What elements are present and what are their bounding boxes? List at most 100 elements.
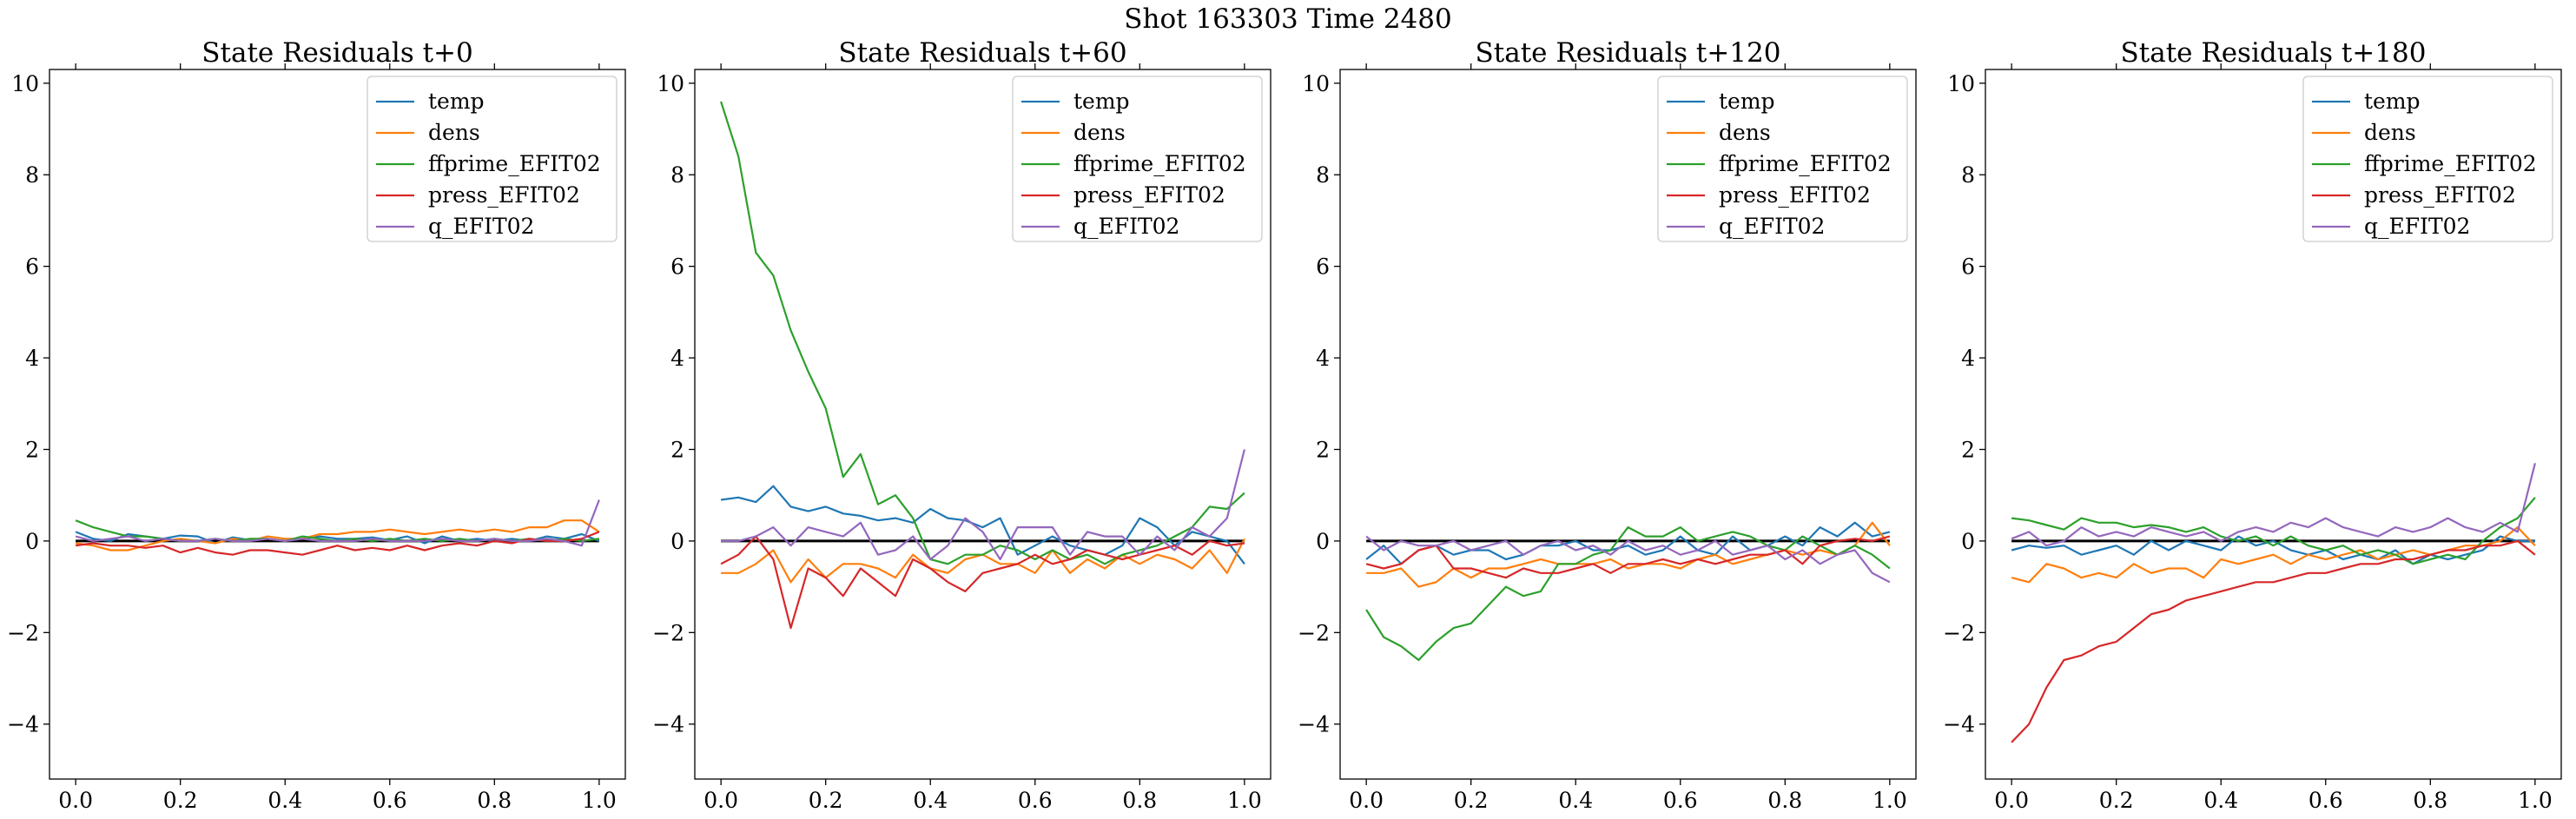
legend-box	[1657, 76, 1908, 242]
y-tick-label: 4	[1961, 346, 1975, 371]
series-line-q_EFIT02	[1365, 535, 1891, 584]
x-tick-label: 1.0	[1227, 788, 1262, 813]
legend-label: temp	[2364, 89, 2421, 114]
y-tick-label: 0	[1316, 529, 1330, 554]
series-line-temp	[1365, 521, 1891, 565]
legend-label: ffprime_EFIT02	[1719, 151, 1892, 176]
chart-panel-1: State Residuals t+60 0.0 0.2 0.4 0.6 0.8 1.0 −4…	[652, 37, 1271, 813]
series-line-temp	[2011, 535, 2535, 565]
legend-box	[1012, 76, 1263, 242]
y-tick-label: 8	[1316, 162, 1330, 188]
y-tick-label: 6	[1316, 254, 1330, 280]
series-line-press_EFIT02	[2011, 539, 2536, 743]
x-tick-label: 0.2	[2099, 788, 2134, 813]
y-tick-label: 6	[1961, 254, 1975, 280]
x-tick-label: 0.8	[2413, 788, 2447, 813]
x-tick-label: 0.0	[1994, 788, 2029, 813]
x-tick-label: 0.6	[2308, 788, 2343, 813]
y-tick-label: 4	[1316, 346, 1330, 371]
plot-frame	[1985, 69, 2562, 780]
y-tick-label: −4	[652, 712, 684, 737]
series-line-dens	[721, 538, 1245, 584]
legend-label: press_EFIT02	[428, 182, 580, 208]
y-tick-label: −4	[7, 712, 39, 737]
series-line-temp	[720, 485, 1245, 565]
y-tick-label: 2	[25, 437, 39, 462]
plot-frame	[694, 69, 1271, 780]
legend-label: dens	[1719, 120, 1771, 145]
figure-suptitle: Shot 163303 Time 2480	[1124, 3, 1451, 35]
legend-label: press_EFIT02	[1719, 182, 1871, 208]
y-tick-label: 10	[1302, 71, 1330, 96]
y-tick-label: −2	[7, 620, 39, 645]
chart-title: State Residuals t+60	[838, 37, 1126, 69]
y-tick-label: 0	[670, 529, 684, 554]
x-tick-label: 1.0	[1873, 788, 1907, 813]
legend-box	[367, 76, 618, 242]
panels: State Residuals t+0 0.0 0.2 0.4 0.6 0.8 1.0 −4 −…	[7, 37, 2562, 813]
legend-label: temp	[428, 89, 485, 114]
y-tick-label: 4	[25, 346, 39, 371]
y-tick-label: 2	[1316, 437, 1330, 462]
y-tick-label: 2	[670, 437, 684, 462]
legend-label: temp	[1719, 89, 1775, 114]
legend-label: ffprime_EFIT02	[2364, 151, 2537, 176]
x-tick-label: 0.8	[477, 788, 512, 813]
chart-title: State Residuals t+120	[1476, 37, 1781, 69]
y-tick-label: 8	[670, 162, 684, 188]
series-line-q_EFIT02	[2011, 463, 2536, 547]
y-tick-label: −4	[1298, 712, 1330, 737]
legend-label: press_EFIT02	[2364, 182, 2516, 208]
y-tick-label: −2	[1298, 620, 1330, 645]
x-tick-label: 0.4	[2203, 788, 2238, 813]
series-line-q_EFIT02	[721, 449, 1245, 561]
chart-title: State Residuals t+180	[2121, 37, 2427, 69]
x-tick-label: 0.8	[1767, 788, 1802, 813]
series-line-q_EFIT02	[75, 499, 600, 547]
legend-label: q_EFIT02	[2364, 214, 2470, 239]
x-tick-label: 0.8	[1122, 788, 1157, 813]
x-tick-label: 0.6	[1018, 788, 1053, 813]
x-tick-label: 0.2	[163, 788, 198, 813]
series-line-press_EFIT02	[720, 535, 1245, 630]
x-tick-label: 0.0	[58, 788, 93, 813]
legend-label: q_EFIT02	[1073, 214, 1179, 239]
y-tick-label: 0	[1961, 529, 1975, 554]
y-tick-label: −4	[1943, 712, 1975, 737]
x-tick-label: 0.2	[1454, 788, 1489, 813]
y-tick-label: 10	[1947, 71, 1975, 96]
chart-panel-0: State Residuals t+0 0.0 0.2 0.4 0.6 0.8 1.0 −4 −…	[7, 37, 626, 813]
y-tick-label: 8	[25, 162, 39, 188]
series-line-dens	[2011, 525, 2536, 584]
y-tick-label: 6	[25, 254, 39, 280]
plot-frame	[49, 69, 626, 780]
x-tick-label: 0.4	[268, 788, 302, 813]
x-tick-label: 0.4	[1558, 788, 1593, 813]
x-tick-label: 1.0	[582, 788, 617, 813]
series-line-ffprime_EFIT02	[2011, 497, 2536, 565]
y-tick-label: 4	[670, 346, 684, 371]
series-line-dens	[75, 519, 600, 552]
legend-label: press_EFIT02	[1073, 182, 1225, 208]
y-tick-label: 0	[25, 529, 39, 554]
y-tick-label: −2	[652, 620, 684, 645]
x-tick-label: 0.4	[913, 788, 948, 813]
y-tick-label: 6	[670, 254, 684, 280]
series-line-ffprime_EFIT02	[1365, 525, 1891, 662]
series-line-ffprime_EFIT02	[720, 101, 1245, 565]
legend-label: q_EFIT02	[428, 214, 534, 239]
legend-label: dens	[1073, 120, 1126, 145]
x-tick-label: 0.2	[809, 788, 843, 813]
y-tick-label: 2	[1961, 437, 1975, 462]
plot-frame	[1339, 69, 1917, 780]
legend-label: q_EFIT02	[1719, 214, 1825, 239]
y-tick-label: 10	[11, 71, 39, 96]
series-line-press_EFIT02	[1365, 535, 1891, 579]
y-tick-label: 8	[1961, 162, 1975, 188]
legend-label: temp	[1073, 89, 1130, 114]
legend-label: dens	[2364, 120, 2416, 145]
chart-title: State Residuals t+0	[201, 37, 472, 69]
x-tick-label: 0.0	[1349, 788, 1384, 813]
legend-box	[2302, 76, 2553, 242]
